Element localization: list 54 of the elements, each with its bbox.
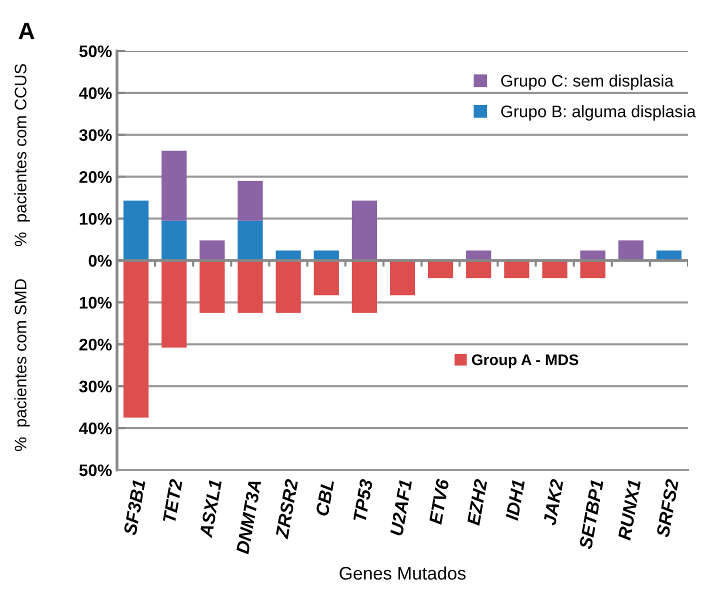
y-tick-label: 20% — [79, 171, 112, 183]
bar — [162, 260, 187, 348]
bar — [314, 260, 339, 296]
x-tick-label: JAK2 — [542, 478, 564, 526]
x-tick-label: ETV6 — [428, 478, 450, 525]
y-tick-label: 0% — [88, 254, 112, 267]
y-tick-label: 30% — [79, 380, 112, 392]
x-tick-label: DNMT3A — [236, 480, 262, 554]
bar — [200, 260, 225, 313]
x-tick-label: IDH1 — [506, 479, 525, 521]
x-tick-label: U2AF1 — [390, 479, 412, 536]
x-tick-label: TET2 — [162, 478, 182, 523]
legend-label: Grupo C: sem displasia — [501, 74, 674, 90]
bar — [580, 260, 606, 278]
x-tick-label: SETBP1 — [578, 479, 604, 550]
x-tick-label: SRFS2 — [656, 478, 679, 538]
bar — [238, 220, 263, 260]
bar — [352, 200, 377, 260]
text: % pacientes com SMD — [14, 279, 30, 452]
x-axis-title: Genes Mutados — [340, 566, 466, 580]
bar — [428, 260, 454, 278]
bar — [238, 260, 263, 313]
x-tick-label: TP53 — [353, 478, 373, 522]
y-tick-label: 40% — [79, 87, 112, 100]
bar — [123, 200, 149, 260]
y-axis-title: % pacientes com CCUS — [14, 64, 30, 246]
bar — [466, 260, 492, 278]
bar — [390, 260, 416, 296]
x-tick-label: ASXL1 — [199, 479, 222, 538]
bar — [162, 220, 187, 260]
x-tick-label: EZH2 — [466, 478, 488, 526]
bar — [238, 180, 263, 221]
x-tick-label: SF3B1 — [123, 479, 146, 536]
y-tick-label: 40% — [79, 422, 112, 434]
y-tick-label: 50% — [79, 45, 112, 58]
text: A — [18, 22, 34, 40]
bar — [504, 260, 530, 278]
legend-label: Grupo B: alguma displasia — [501, 105, 696, 121]
y-tick-label: 10% — [80, 296, 112, 309]
x-tick-label: ZRSR2 — [275, 478, 298, 540]
bar — [162, 150, 187, 221]
bar — [200, 240, 225, 260]
y-tick-label: 10% — [80, 213, 112, 225]
bar — [123, 260, 149, 418]
bar — [618, 240, 644, 260]
y-tick-label: 50% — [79, 464, 112, 476]
y-tick-label: 20% — [79, 338, 112, 351]
legend-label: Group A - MDS — [472, 354, 578, 368]
bar — [276, 260, 301, 313]
x-tick-label: CBL — [315, 479, 334, 516]
x-tick-label: RUNX1 — [618, 479, 641, 541]
y-tick-label: 30% — [79, 129, 112, 142]
bar — [352, 260, 377, 313]
bar — [542, 260, 568, 278]
